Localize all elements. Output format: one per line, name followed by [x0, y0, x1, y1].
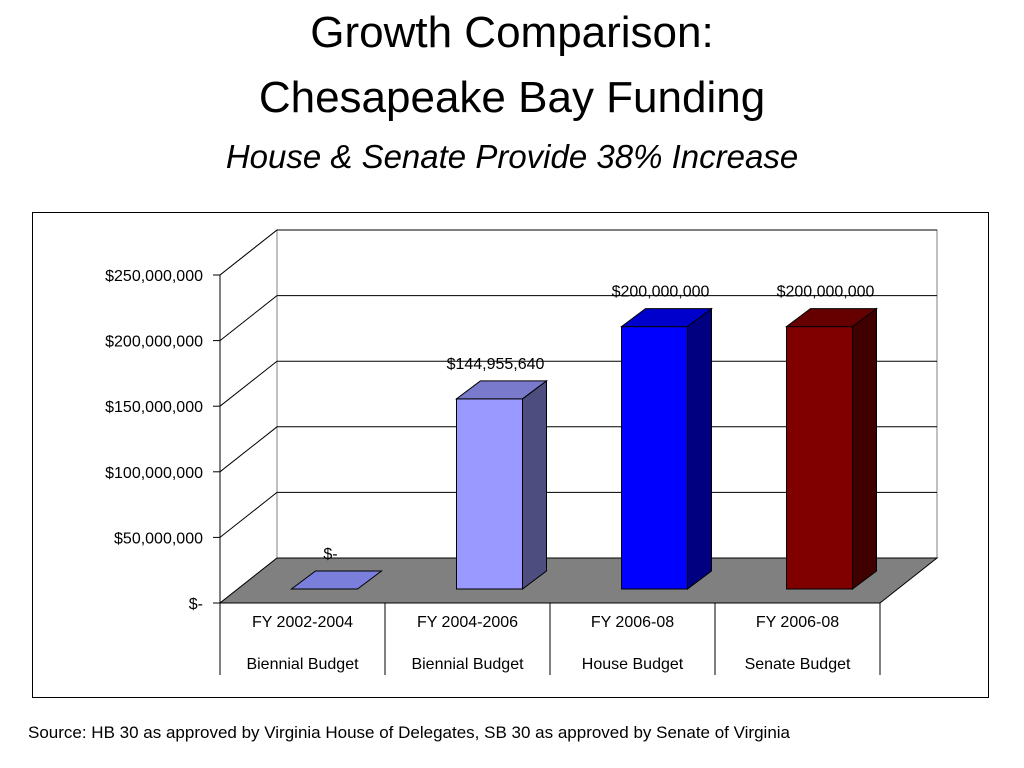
chart-frame	[32, 212, 989, 698]
gridline	[219, 295, 937, 341]
y-tick-label: $250,000,000	[105, 268, 203, 285]
x-tick-label: FY 2002-2004	[252, 614, 353, 631]
bar-front	[456, 398, 523, 590]
chart-side-wall	[219, 228, 278, 605]
bar-front	[786, 326, 853, 590]
y-tick-label: $-	[189, 596, 203, 613]
bar-flat	[290, 570, 383, 590]
x-tick-label: FY 2006-08	[591, 614, 674, 631]
x-tick-label: House Budget	[582, 656, 684, 673]
data-label: $200,000,000	[777, 284, 875, 301]
bar-top	[785, 308, 878, 328]
gridline	[219, 491, 937, 538]
bar-side	[522, 379, 547, 590]
source-note: Source: HB 30 as approved by Virginia Ho…	[28, 723, 791, 742]
bar-top	[620, 308, 713, 328]
gridline	[219, 360, 937, 407]
slide-title-line1: Growth Comparison:	[310, 8, 714, 57]
bar-front	[621, 326, 688, 590]
data-label: $200,000,000	[612, 284, 710, 301]
bar-side	[687, 307, 712, 590]
bar-side	[852, 307, 877, 590]
y-tick-label: $150,000,000	[105, 399, 203, 416]
slide-title-line2: Chesapeake Bay Funding	[258, 73, 766, 122]
x-tick-label: Biennial Budget	[411, 656, 524, 673]
x-tick-label: Senate Budget	[745, 656, 851, 673]
y-tick-label: $50,000,000	[114, 530, 203, 547]
data-label: $144,955,640	[447, 356, 545, 373]
x-tick-label: Biennial Budget	[246, 656, 359, 673]
gridline	[219, 229, 937, 276]
y-tick-label: $100,000,000	[105, 465, 203, 482]
data-label: $-	[323, 546, 337, 563]
slide-subtitle: House & Senate Provide 38% Increase	[225, 138, 799, 175]
gridline	[219, 426, 937, 473]
x-tick-label: FY 2006-08	[756, 614, 839, 631]
y-tick-label: $200,000,000	[105, 334, 203, 351]
x-tick-label: FY 2004-2006	[417, 614, 518, 631]
bar-top	[455, 380, 548, 400]
